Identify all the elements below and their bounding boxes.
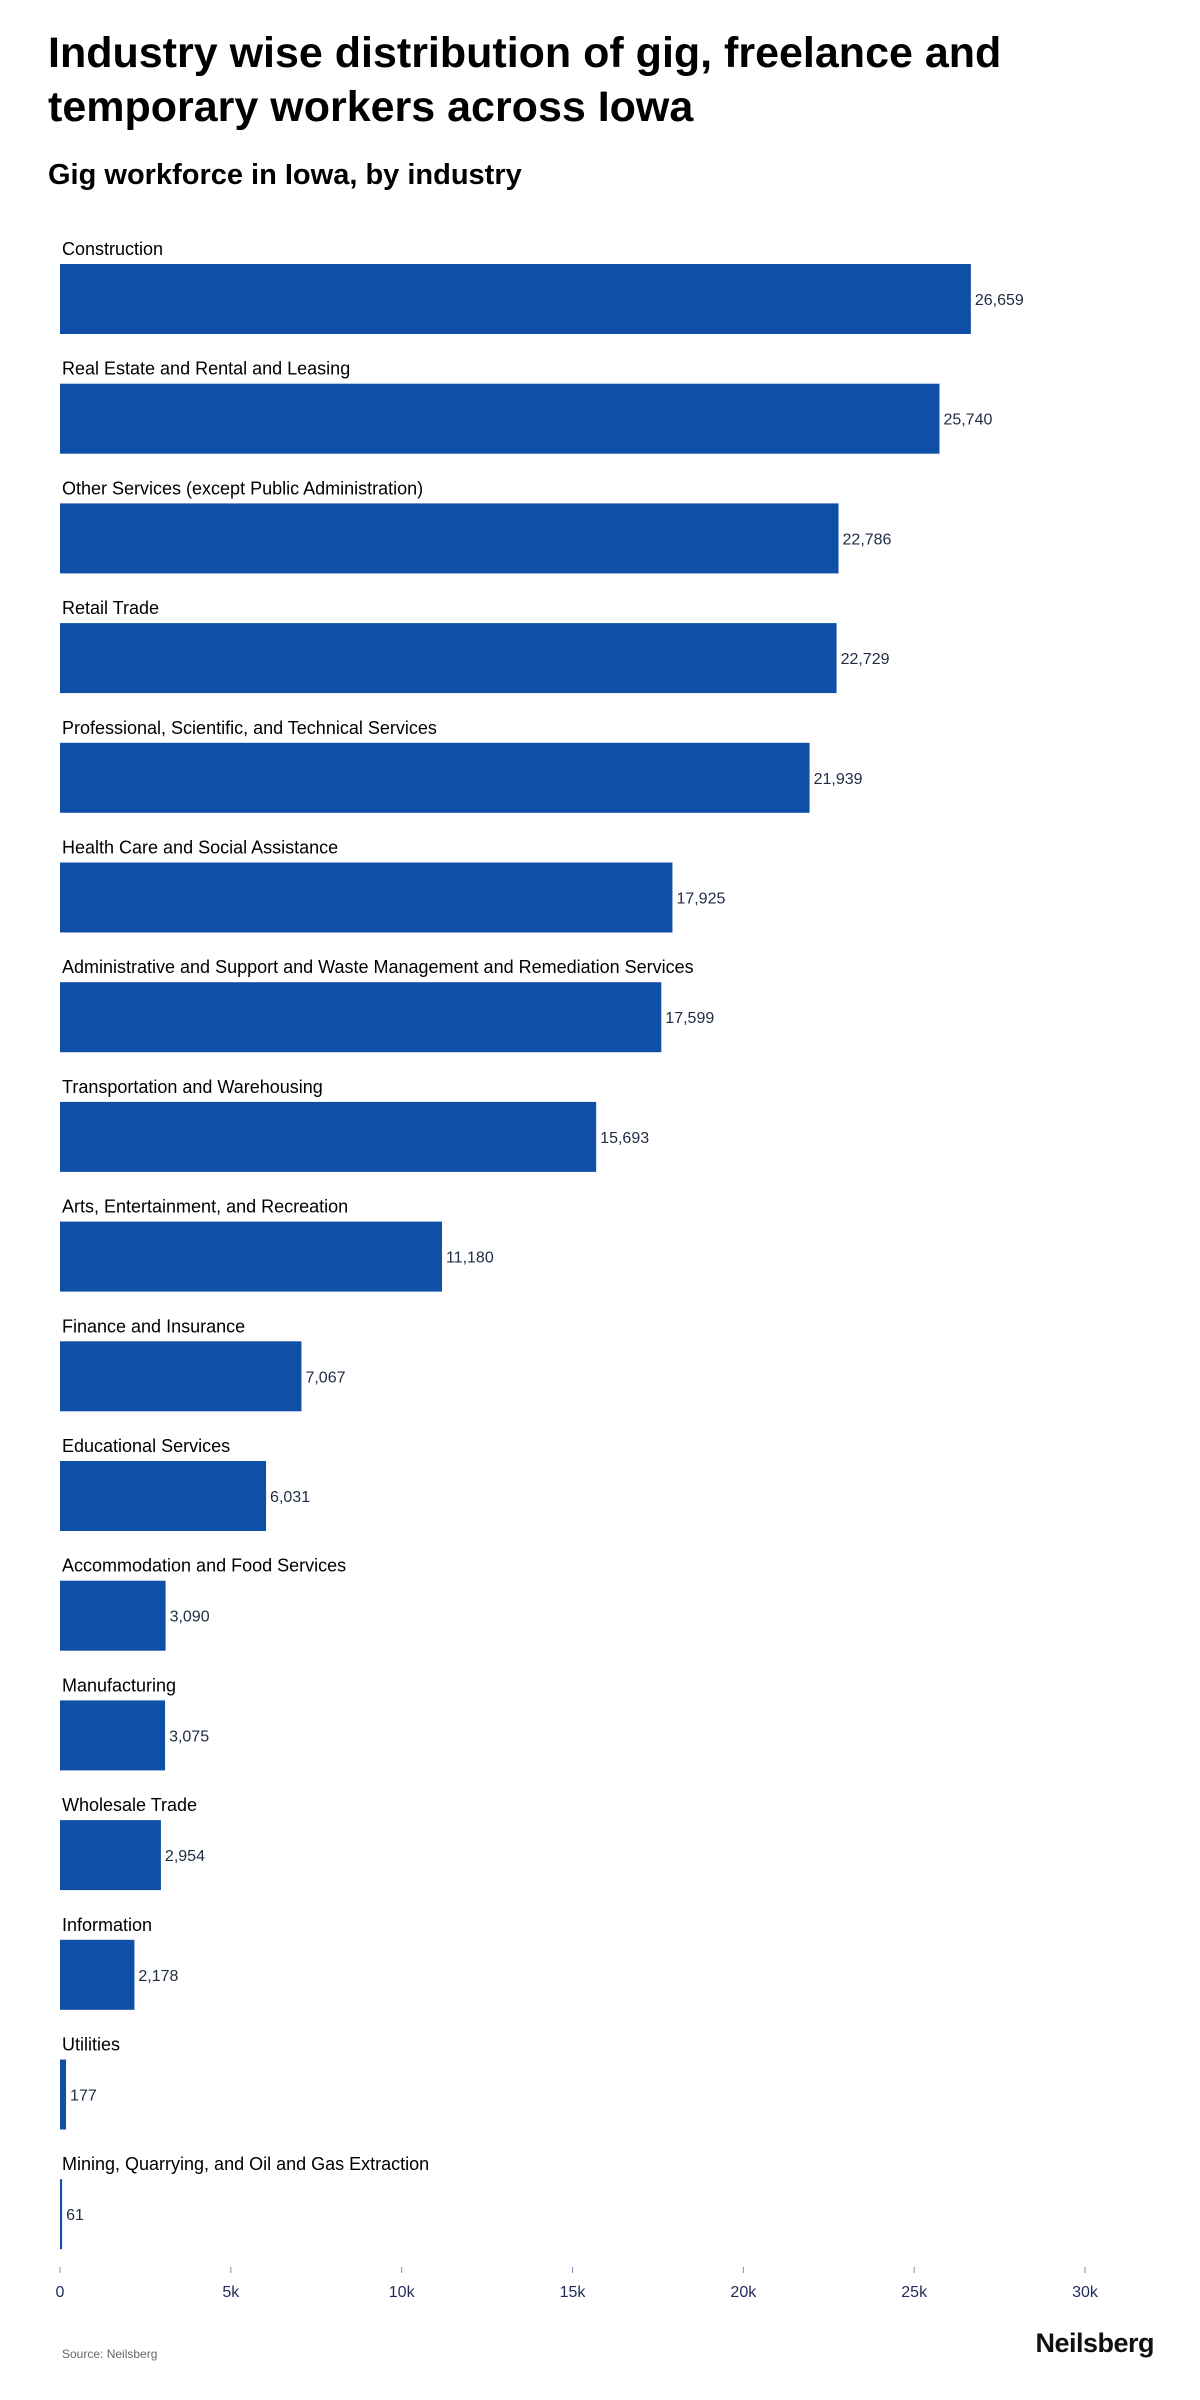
x-tick-label: 5k [222,2284,240,2301]
category-label: Manufacturing [62,1675,176,1695]
bar [60,1341,302,1412]
category-label: Professional, Scientific, and Technical … [62,718,437,738]
brand-logo: Neilsberg [1035,2328,1154,2358]
category-label: Mining, Quarrying, and Oil and Gas Extra… [62,2154,429,2174]
bar [60,2179,63,2250]
chart-title: Industry wise distribution of gig, freel… [48,29,1002,131]
bar [60,503,839,574]
category-label: Health Care and Social Assistance [62,838,338,858]
x-tick-label: 30k [1072,2284,1099,2301]
bar [60,2059,67,2130]
value-label: 177 [70,2088,97,2105]
category-label: Retail Trade [62,598,159,618]
value-label: 3,090 [170,1609,210,1626]
x-tick-label: 20k [730,2284,757,2301]
category-label: Finance and Insurance [62,1316,245,1336]
bar [60,383,940,454]
category-label: Construction [62,239,163,259]
bar [60,982,662,1053]
value-label: 25,740 [943,412,992,429]
category-label: Accommodation and Food Services [62,1556,346,1576]
bar [60,1221,442,1292]
bar [60,742,810,813]
category-label: Administrative and Support and Waste Man… [62,957,694,977]
value-label: 11,180 [446,1250,494,1267]
category-label: Educational Services [62,1436,230,1456]
bar [60,1939,135,2010]
x-tick-label: 0 [56,2284,65,2301]
x-tick-label: 10k [389,2284,416,2301]
category-label: Wholesale Trade [62,1795,197,1815]
value-label: 7,067 [305,1369,345,1386]
value-label: 2,178 [138,1968,178,1985]
value-label: 6,031 [270,1489,310,1506]
chart-subtitle: Gig workforce in Iowa, by industry [48,159,522,191]
bar [60,623,837,694]
bar [60,264,971,334]
value-label: 22,786 [843,531,892,548]
x-tick-label: 15k [560,2284,587,2301]
category-label: Transportation and Warehousing [62,1077,323,1097]
value-label: 22,729 [841,651,890,668]
bar [60,1820,161,1891]
category-label: Other Services (except Public Administra… [62,478,423,498]
value-label: 3,075 [169,1728,209,1745]
bar [60,1580,166,1651]
value-label: 26,659 [975,292,1024,309]
value-label: 61 [66,2207,84,2224]
x-tick-label: 25k [901,2284,928,2301]
bar [60,862,673,933]
value-label: 17,599 [665,1010,714,1027]
category-label: Utilities [62,2035,120,2055]
category-label: Information [62,1915,152,1935]
bar [60,1461,267,1531]
value-label: 2,954 [165,1848,205,1865]
value-label: 21,939 [814,771,863,788]
category-label: Arts, Entertainment, and Recreation [62,1197,348,1217]
value-label: 15,693 [600,1130,649,1147]
source-note: Source: Neilsberg [62,2347,158,2361]
bar [60,1700,166,1771]
category-label: Real Estate and Rental and Leasing [62,359,350,379]
bar [60,1101,597,1172]
value-label: 17,925 [676,891,725,908]
